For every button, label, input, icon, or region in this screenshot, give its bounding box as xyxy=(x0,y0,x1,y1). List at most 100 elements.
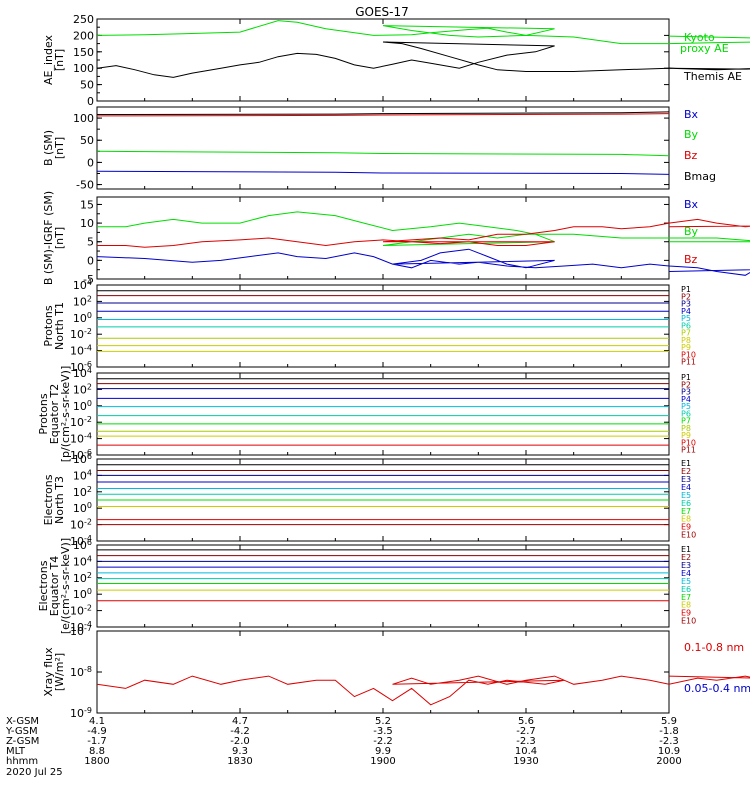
legend-e8: E8 xyxy=(681,515,691,524)
series-bmag xyxy=(96,111,670,115)
x-row-value: -2.2 xyxy=(373,736,393,747)
x-row-value: 10.4 xyxy=(515,746,537,757)
x-row-value: 1800 xyxy=(84,756,109,767)
y-tick-label: 100 xyxy=(73,311,92,325)
y-tick-label: 250 xyxy=(73,13,94,26)
y-tick-label: 102 xyxy=(73,485,92,499)
y-tick-label: 106 xyxy=(73,538,92,552)
panel-p1: 10-6 10-4 10-2 100 102 104 ProtonsNorth T1 P1P2… xyxy=(42,278,696,374)
y-tick-label: 10-4 xyxy=(70,344,92,358)
x-row-value: -3.5 xyxy=(373,726,393,737)
series-0-1-0-8-nm xyxy=(96,675,750,706)
legend-e4: E4 xyxy=(681,569,691,578)
x-row-label: MLT xyxy=(6,746,26,757)
x-row-value: 4.1 xyxy=(89,716,105,727)
legend-p11: P11 xyxy=(681,446,696,455)
legend-e6: E6 xyxy=(681,499,691,508)
y-tick-label: 104 xyxy=(73,278,92,292)
legend-p7: P7 xyxy=(681,329,691,338)
y-tick-label: 100 xyxy=(73,112,94,125)
y-tick-label: 10-2 xyxy=(70,415,92,429)
series-by xyxy=(96,150,670,157)
legend-p5: P5 xyxy=(681,314,691,323)
y-tick-label: 10-2 xyxy=(70,327,92,341)
y-tick-label: -5 xyxy=(83,273,94,286)
legend-p10: P10 xyxy=(681,350,696,359)
legend-p2: P2 xyxy=(681,292,691,301)
y-tick-label: 0 xyxy=(87,95,94,108)
x-row-value: -2.0 xyxy=(230,736,250,747)
legend-kyoto-2: proxy AE xyxy=(680,42,729,55)
y-axis-label: AE_index[nT] xyxy=(42,34,66,85)
y-tick-label: 100 xyxy=(73,62,94,75)
legend-e2: E2 xyxy=(681,467,691,476)
legend-bmag: Bmag xyxy=(684,170,716,183)
legend-e5: E5 xyxy=(681,577,691,586)
panel-frame xyxy=(96,196,670,280)
series-kyoto-proxy-ae xyxy=(96,20,750,45)
legend-e10: E10 xyxy=(681,617,696,626)
legend-p2: P2 xyxy=(681,380,691,389)
panel-bsm: -50 0 50 100 B (SM)[nT] Bx By Bz Bmag xyxy=(42,106,716,192)
legend-p1: P1 xyxy=(681,285,691,294)
legend-e4: E4 xyxy=(681,483,691,492)
x-row-value: -1.7 xyxy=(87,736,107,747)
y-tick-label: 10-6 xyxy=(70,448,92,462)
y-tick-label: 104 xyxy=(73,468,92,482)
x-row-value: 1830 xyxy=(227,756,252,767)
x-row-value: 1900 xyxy=(370,756,395,767)
x-row-value: 5.9 xyxy=(661,716,677,727)
legend-p3: P3 xyxy=(681,300,691,309)
legend-e10: E10 xyxy=(681,531,696,540)
legend-e1: E1 xyxy=(681,545,691,554)
y-tick-label: 10-8 xyxy=(70,665,92,679)
x-row-value: 2000 xyxy=(656,756,681,767)
y-tick-label: 10-2 xyxy=(70,518,92,532)
y-tick-label: 10 xyxy=(80,217,94,230)
legend-p10: P10 xyxy=(681,438,696,447)
legend-bx: Bx xyxy=(684,108,699,121)
legend-p11: P11 xyxy=(681,358,696,367)
x-row-value: -2.3 xyxy=(516,736,536,747)
legend-xray-long: 0.1-0.8 nm xyxy=(684,641,744,654)
legend-bz: Bz xyxy=(684,253,698,266)
x-row-value: -2.7 xyxy=(516,726,536,737)
y-axis-label: B (SM)[nT] xyxy=(42,130,66,166)
legend-e5: E5 xyxy=(681,491,691,500)
x-row-value: -2.3 xyxy=(659,736,679,747)
panel-bdiff: -5 0 5 10 15 B (SM)-IGRF (SM)[nT] Bx By Bz xyxy=(42,191,750,286)
legend-bx: Bx xyxy=(684,198,699,211)
legend-p6: P6 xyxy=(681,409,691,418)
x-row-value: 5.6 xyxy=(518,716,534,727)
series-bz xyxy=(96,113,670,117)
y-tick-label: 100 xyxy=(73,399,92,413)
y-axis-label: B (SM)-IGRF (SM)[nT] xyxy=(42,191,66,285)
legend-themis: Themis AE xyxy=(683,70,742,83)
legend-p1: P1 xyxy=(681,373,691,382)
y-tick-label: 10-4 xyxy=(70,620,92,634)
legend-e9: E9 xyxy=(681,523,691,532)
legend-p3: P3 xyxy=(681,388,691,397)
x-row-value: 4.7 xyxy=(232,716,248,727)
x-row-value: -4.2 xyxy=(230,726,250,737)
y-tick-label: 102 xyxy=(73,571,92,585)
legend-e1: E1 xyxy=(681,459,691,468)
legend-p6: P6 xyxy=(681,321,691,330)
y-axis-label: ProtonsNorth T1 xyxy=(42,302,66,350)
panel-xray: 10-9 10-8 10-7 Xray flux[W/m²] 0.1-0.8 nm 0.0… xyxy=(42,624,750,720)
x-row-value: 1930 xyxy=(513,756,538,767)
y-tick-label: 104 xyxy=(73,554,92,568)
x-axis-labels: X-GSM 4.1 4.7 5.2 5.6 5.9Y-GSM -4.9 -4.2 -3.5 -2.… xyxy=(5,716,682,778)
x-row-value: -4.9 xyxy=(87,726,107,737)
y-tick-label: 10-6 xyxy=(70,360,92,374)
panel-frame xyxy=(96,372,670,456)
legend-kyoto: Kyoto xyxy=(684,31,715,44)
legend-p9: P9 xyxy=(681,431,691,440)
x-row-value: 10.9 xyxy=(658,746,680,757)
y-tick-label: 5 xyxy=(87,236,94,249)
y-tick-label: 150 xyxy=(73,46,94,59)
y-axis-label: ElectronsNorth T3 xyxy=(42,474,66,525)
x-row-value: -1.8 xyxy=(659,726,679,737)
y-tick-label: 100 xyxy=(73,587,92,601)
